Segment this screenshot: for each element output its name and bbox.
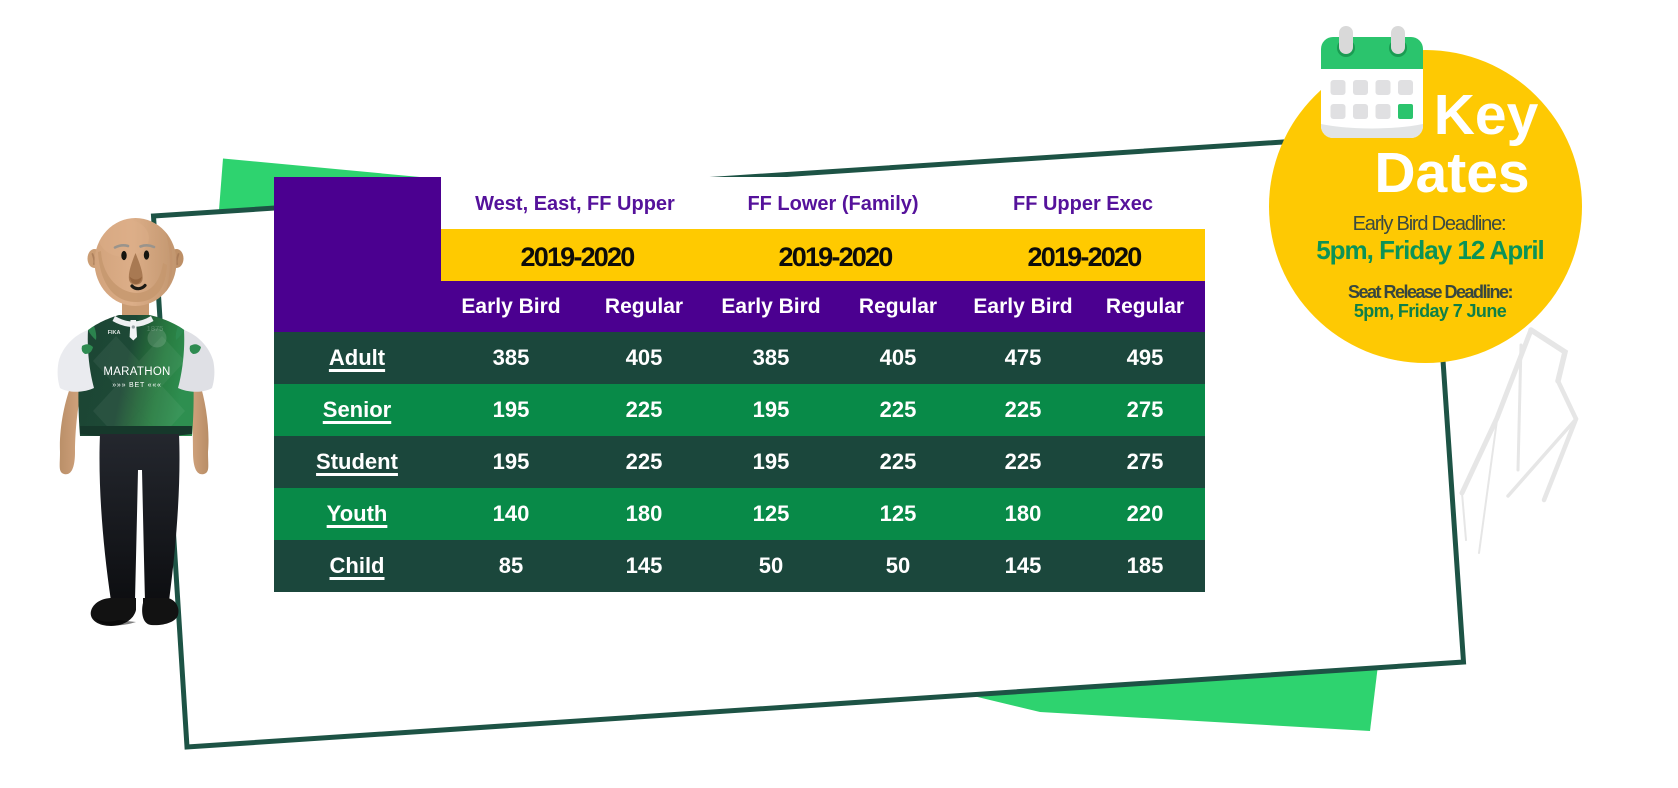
svg-text:»»» BET «««: »»» BET ««« <box>112 382 162 389</box>
svg-text:FIKA: FIKA <box>108 330 121 336</box>
svg-text:1875: 1875 <box>147 324 164 333</box>
svg-text:MARATHON: MARATHON <box>103 366 170 378</box>
